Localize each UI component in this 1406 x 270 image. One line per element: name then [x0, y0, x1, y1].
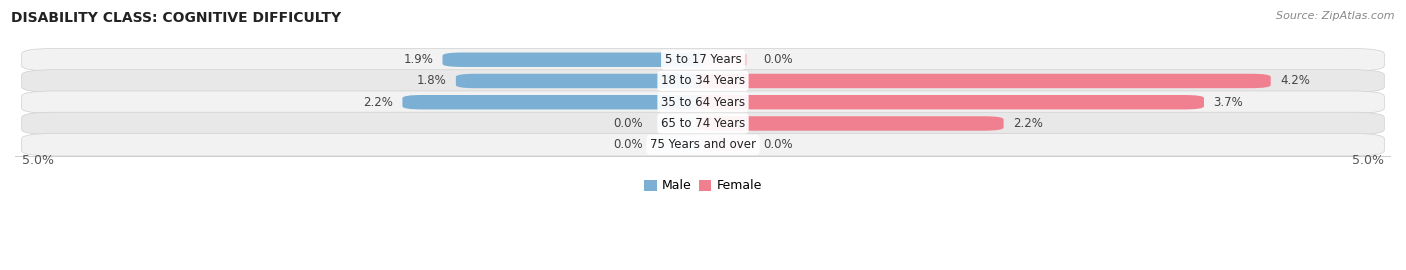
Text: 75 Years and over: 75 Years and over [650, 138, 756, 151]
Text: 5 to 17 Years: 5 to 17 Years [665, 53, 741, 66]
Text: 5.0%: 5.0% [1353, 154, 1385, 167]
Text: 1.9%: 1.9% [404, 53, 433, 66]
FancyBboxPatch shape [21, 133, 1385, 156]
FancyBboxPatch shape [21, 70, 1385, 92]
Text: 4.2%: 4.2% [1279, 75, 1310, 87]
Text: 2.2%: 2.2% [1012, 117, 1043, 130]
FancyBboxPatch shape [696, 116, 1004, 131]
Text: 18 to 34 Years: 18 to 34 Years [661, 75, 745, 87]
Text: Source: ZipAtlas.com: Source: ZipAtlas.com [1277, 11, 1395, 21]
Legend: Male, Female: Male, Female [640, 174, 766, 197]
FancyBboxPatch shape [659, 117, 707, 130]
FancyBboxPatch shape [699, 138, 747, 151]
Text: 2.2%: 2.2% [363, 96, 394, 109]
FancyBboxPatch shape [696, 95, 1204, 109]
FancyBboxPatch shape [402, 95, 710, 109]
Text: 65 to 74 Years: 65 to 74 Years [661, 117, 745, 130]
Text: 3.7%: 3.7% [1213, 96, 1243, 109]
FancyBboxPatch shape [443, 52, 710, 67]
FancyBboxPatch shape [21, 48, 1385, 71]
FancyBboxPatch shape [456, 74, 710, 88]
Text: 0.0%: 0.0% [613, 138, 643, 151]
Text: 5.0%: 5.0% [21, 154, 53, 167]
FancyBboxPatch shape [696, 74, 1271, 88]
FancyBboxPatch shape [21, 91, 1385, 113]
Text: 0.0%: 0.0% [763, 53, 793, 66]
Text: 0.0%: 0.0% [763, 138, 793, 151]
Text: 0.0%: 0.0% [613, 117, 643, 130]
Text: 1.8%: 1.8% [416, 75, 447, 87]
FancyBboxPatch shape [659, 138, 707, 151]
Text: 35 to 64 Years: 35 to 64 Years [661, 96, 745, 109]
FancyBboxPatch shape [699, 53, 747, 66]
FancyBboxPatch shape [21, 112, 1385, 135]
Text: DISABILITY CLASS: COGNITIVE DIFFICULTY: DISABILITY CLASS: COGNITIVE DIFFICULTY [11, 11, 342, 25]
